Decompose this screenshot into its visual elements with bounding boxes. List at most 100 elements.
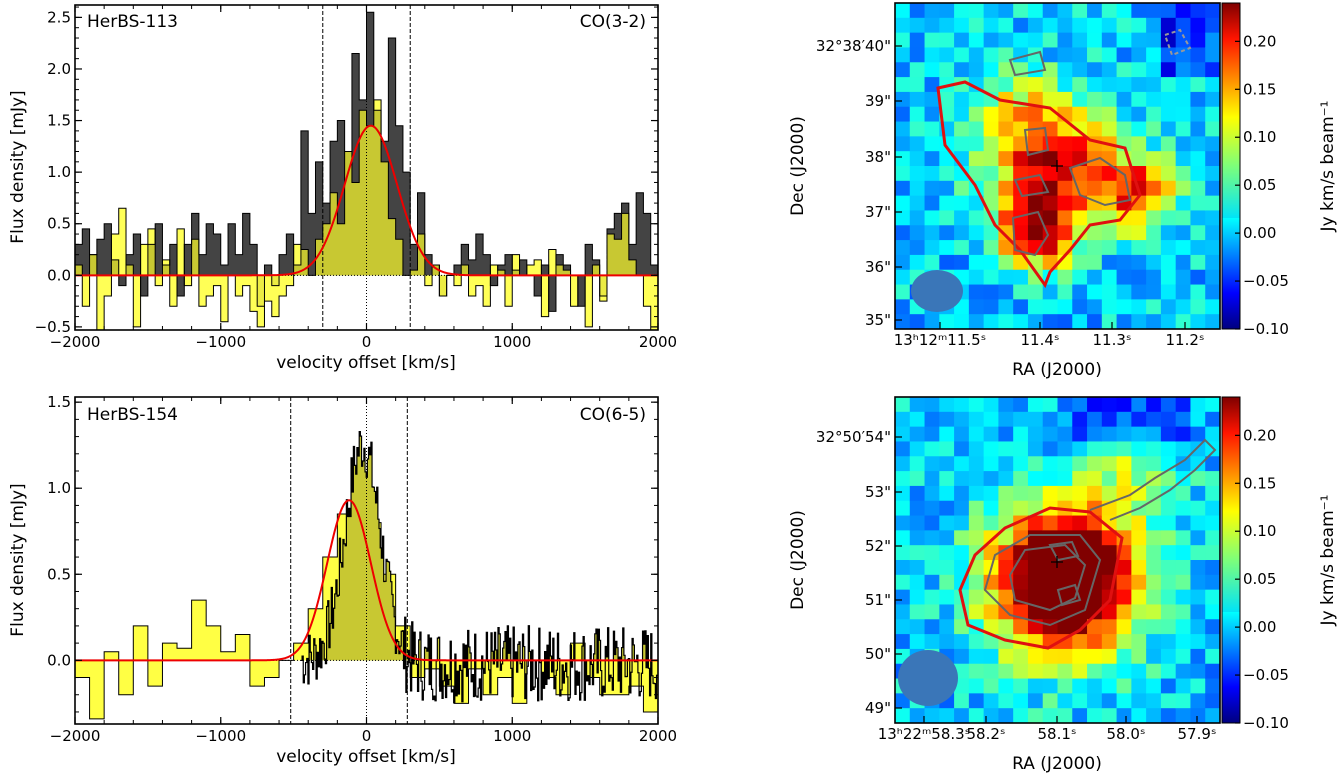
map-pixel (924, 240, 940, 256)
map-pixel (1131, 678, 1147, 694)
map-pixel (1131, 648, 1147, 665)
map-pixel (1175, 693, 1191, 709)
map-pixel (968, 314, 985, 329)
map-pixel (1101, 634, 1118, 650)
map-pixel (954, 411, 970, 428)
map-pixel (1205, 32, 1220, 48)
map-pixel (924, 166, 940, 182)
map-pixel (1131, 91, 1147, 108)
map-pixel (909, 32, 926, 48)
map-pixel (1205, 456, 1220, 472)
map-pixel (1116, 456, 1132, 472)
map-pixel (924, 708, 940, 723)
map-pixel (895, 17, 911, 34)
map-pixel (1057, 32, 1073, 48)
map-pixel (924, 314, 940, 329)
map-pixel (1205, 17, 1220, 34)
map-pixel (1131, 456, 1147, 472)
map-pixel (1175, 574, 1191, 591)
map-pixel (895, 589, 911, 605)
map-pixel (1027, 136, 1044, 152)
map-pixel (1042, 693, 1058, 709)
map-pixel (954, 47, 970, 63)
map-pixel (1072, 411, 1088, 428)
map-pixel (968, 136, 985, 152)
map-pixel (924, 62, 940, 78)
map-pixel (1042, 471, 1058, 487)
spectrum-panel-herbs-154: −2000 −1000 0 1000 2000 0.0 0.5 1.0 1.5 HerBS-15… (8, 393, 677, 767)
map-pixel (983, 47, 999, 63)
map-pixel (1205, 426, 1220, 442)
map-pixel (1101, 471, 1118, 487)
map-pixel (968, 604, 985, 620)
map-pixel (1027, 456, 1044, 472)
map-pixel (1131, 77, 1147, 93)
map-pixel (1013, 500, 1029, 517)
map-pixel (895, 426, 911, 442)
map-pixel (1190, 151, 1206, 167)
map-pixel (1116, 106, 1132, 123)
map-pixel (1027, 560, 1044, 576)
map-pixel (909, 441, 926, 457)
map-pixel (1146, 91, 1162, 108)
map-pixel (939, 634, 955, 650)
map-pixel (1146, 240, 1162, 256)
map-pixel (1131, 151, 1147, 167)
map-pixel (909, 3, 926, 19)
map-pixel (954, 426, 970, 442)
map-pixel (1160, 314, 1177, 329)
map-pixel (895, 545, 911, 561)
x-tick-label: 1000 (493, 333, 531, 351)
map-pixel (1072, 77, 1088, 93)
map-pixel (1131, 441, 1147, 457)
grey-contour (1023, 126, 1050, 157)
map-pixel (924, 471, 940, 487)
map-pixel (983, 32, 999, 48)
map-pixel (1087, 240, 1103, 256)
map-pixel (1146, 3, 1162, 19)
map-pixel (1146, 17, 1162, 34)
map-pixel (1101, 106, 1118, 123)
colorbar-tick-label: 0.00 (1243, 618, 1276, 636)
colorbar-label: Jy km/s beam⁻¹ (1318, 495, 1338, 627)
map-pixel (924, 456, 940, 472)
map-pixel (1190, 240, 1206, 256)
map-pixel (1205, 240, 1220, 256)
map-pixel (1101, 62, 1118, 78)
map-pixel (895, 195, 911, 211)
map-pixel (924, 634, 940, 650)
map-pixel (1072, 634, 1088, 650)
red-contour (936, 80, 1142, 289)
map-pixel (1057, 456, 1073, 472)
map-pixel (1160, 574, 1177, 591)
map-pixel (1027, 441, 1044, 457)
map-pixel (1175, 648, 1191, 665)
map-pixel (998, 663, 1014, 680)
map-pixel (1027, 225, 1044, 241)
map-pixel (1190, 560, 1206, 576)
y-tick-label: 1.0 (47, 163, 71, 181)
map-pixel (939, 456, 955, 472)
yellow-spectrum-line (75, 99, 652, 330)
map-pixel (983, 225, 999, 241)
map-pixel (1116, 560, 1132, 576)
y-tick-label: 35" (865, 311, 891, 329)
map-pixel (909, 411, 926, 428)
map-pixel (1057, 91, 1073, 108)
map-pixel (1087, 678, 1103, 694)
map-pixel (1190, 604, 1206, 620)
y-axis-label: Dec (J2000) (788, 116, 808, 216)
map-pixel (998, 121, 1014, 137)
map-pixel (968, 411, 985, 428)
map-pixel (1013, 545, 1029, 561)
map-pixel (1087, 32, 1103, 48)
map-pixel (1027, 708, 1044, 723)
map-pixel (983, 77, 999, 93)
map-pixel (1116, 530, 1132, 546)
map-pixel (1190, 545, 1206, 561)
map-pixel (909, 240, 926, 256)
map-pixel (1072, 693, 1088, 709)
red-contour (958, 506, 1124, 650)
map-pixel (1116, 299, 1132, 315)
map-pixel (1057, 47, 1073, 63)
